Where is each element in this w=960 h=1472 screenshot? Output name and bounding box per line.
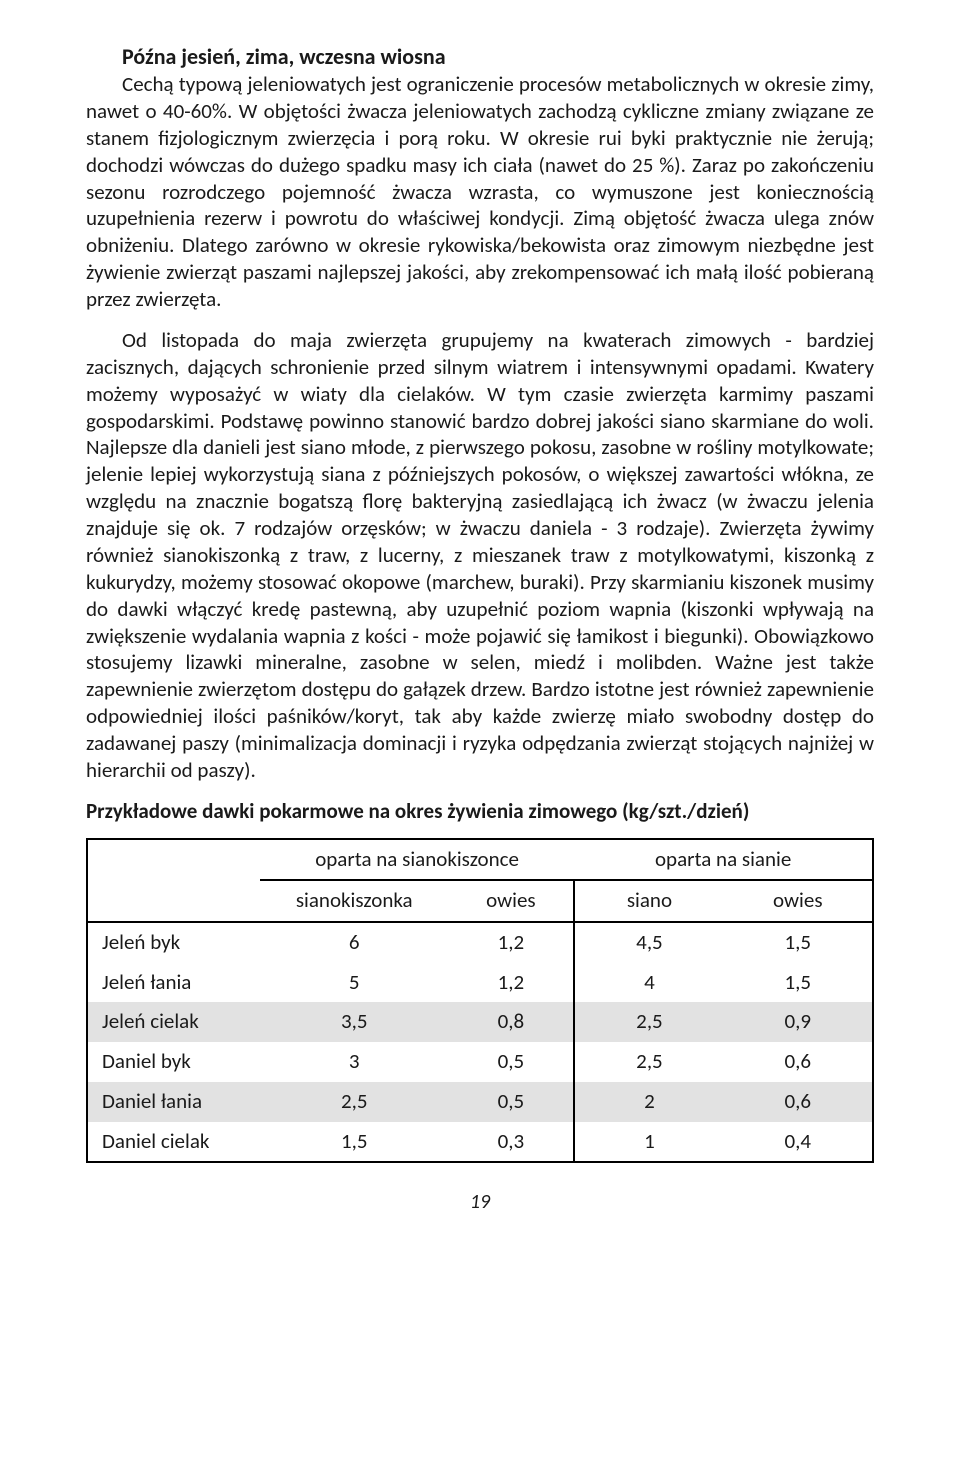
- table-cell: 0,5: [449, 1082, 575, 1122]
- row-label: Daniel cielak: [87, 1122, 260, 1163]
- table-empty-header: [87, 839, 260, 922]
- table-cell: 1,5: [724, 922, 873, 963]
- table-cell: 2,5: [260, 1082, 449, 1122]
- table-cell: 0,6: [724, 1042, 873, 1082]
- table-cell: 0,3: [449, 1122, 575, 1163]
- table-cell: 1,5: [724, 963, 873, 1003]
- table-cell: 3: [260, 1042, 449, 1082]
- table-row: Jeleń byk61,24,51,5: [87, 922, 873, 963]
- page-number: 19: [86, 1189, 874, 1215]
- table-cell: 6: [260, 922, 449, 963]
- paragraph-1-text: Cechą typową jeleniowatych jest ogranicz…: [86, 71, 874, 312]
- row-label: Jeleń byk: [87, 922, 260, 963]
- table-cell: 2: [574, 1082, 723, 1122]
- table-row: Daniel byk30,52,50,6: [87, 1042, 873, 1082]
- table-title: Przykładowe dawki pokarmowe na okres żyw…: [86, 798, 874, 826]
- table-row: Jeleń łania51,241,5: [87, 963, 873, 1003]
- table-cell: 0,9: [724, 1002, 873, 1042]
- table-cell: 4: [574, 963, 723, 1003]
- group-header-sianokiszonka: oparta na sianokiszonce: [260, 839, 574, 881]
- subheader-owies-2: owies: [724, 880, 873, 922]
- row-label: Daniel byk: [87, 1042, 260, 1082]
- row-label: Jeleń łania: [87, 963, 260, 1003]
- table-cell: 1,5: [260, 1122, 449, 1163]
- table-cell: 2,5: [574, 1002, 723, 1042]
- table-cell: 2,5: [574, 1042, 723, 1082]
- table-cell: 0,5: [449, 1042, 575, 1082]
- table-row: Daniel cielak1,50,310,4: [87, 1122, 873, 1163]
- table-cell: 1,2: [449, 922, 575, 963]
- subheader-owies-1: owies: [449, 880, 575, 922]
- table-header-row-1: oparta na sianokiszonce oparta na sianie: [87, 839, 873, 881]
- paragraph-1: Cechą typową jeleniowatych jest ogranicz…: [86, 71, 874, 313]
- group-header-siano: oparta na sianie: [574, 839, 873, 881]
- subheader-siano: siano: [574, 880, 723, 922]
- table-cell: 3,5: [260, 1002, 449, 1042]
- paragraph-2: Od listopada do maja zwierzęta grupujemy…: [86, 327, 874, 784]
- table-cell: 0,8: [449, 1002, 575, 1042]
- row-label: Jeleń cielak: [87, 1002, 260, 1042]
- section-heading: Późna jesień, zima, wczesna wiosna: [86, 42, 874, 71]
- table-row: Jeleń cielak3,50,82,50,9: [87, 1002, 873, 1042]
- feed-table: oparta na sianokiszonce oparta na sianie…: [86, 838, 874, 1164]
- table-cell: 5: [260, 963, 449, 1003]
- table-cell: 1,2: [449, 963, 575, 1003]
- table-row: Daniel łania2,50,520,6: [87, 1082, 873, 1122]
- table-cell: 0,4: [724, 1122, 873, 1163]
- table-cell: 1: [574, 1122, 723, 1163]
- table-cell: 4,5: [574, 922, 723, 963]
- paragraph-2-text: Od listopada do maja zwierzęta grupujemy…: [86, 327, 874, 783]
- row-label: Daniel łania: [87, 1082, 260, 1122]
- table-cell: 0,6: [724, 1082, 873, 1122]
- subheader-sianokiszonka: sianokiszonka: [260, 880, 449, 922]
